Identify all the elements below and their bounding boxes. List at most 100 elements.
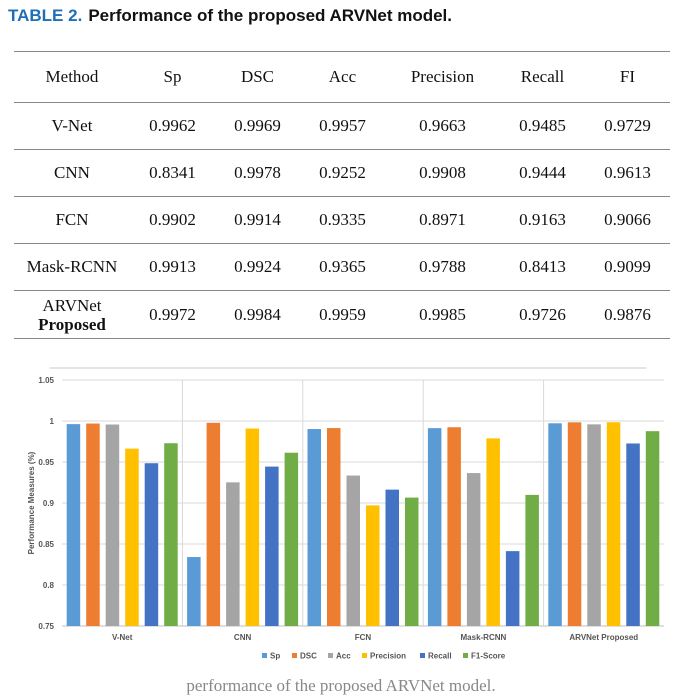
value-cell: 0.9969 (234, 116, 281, 135)
bar-acc (226, 482, 240, 626)
bar-precision (366, 505, 380, 626)
bar-dsc (567, 422, 582, 626)
table-row: Mask-RCNN 0.9913 0.9924 0.9365 0.9788 0.… (14, 244, 670, 291)
method-cell: CNN (54, 163, 90, 182)
performance-table: Method Sp DSC Acc Precision Recall FI V-… (14, 51, 670, 339)
bar-chart-svg: 0.75 0.8 0.85 0.9 0.95 1 1.05 V-Net CNN FCN Mask-R… (27, 367, 664, 661)
method-cell: V-Net (51, 116, 93, 135)
value-cell: 0.8341 (149, 163, 196, 182)
header-acc: Acc (328, 67, 357, 86)
method-cell: FCN (55, 210, 89, 229)
bar-recall (265, 466, 279, 626)
value-cell: 0.9972 (149, 304, 196, 324)
table-row: ARVNet Proposed 0.9972 0.9984 0.9959 0.9… (14, 291, 670, 339)
value-cell: 0.9788 (419, 257, 466, 276)
value-cell: 0.9726 (519, 304, 566, 324)
x-tick-label: Mask-RCNN (461, 633, 507, 642)
value-cell: 0.9957 (319, 116, 366, 135)
bar-f1-score (645, 431, 660, 626)
method-cell: Mask-RCNN (26, 257, 118, 276)
table-caption: TABLE 2. Performance of the proposed ARVN… (8, 6, 452, 26)
table-label: TABLE 2. (8, 6, 83, 25)
method-cell: ARVNet Proposed (14, 291, 130, 339)
header-precision: Precision (410, 67, 475, 86)
y-tick-label: 0.75 (38, 622, 54, 631)
table-row: FCN 0.9902 0.9914 0.9335 0.8971 0.9163 0… (14, 197, 670, 244)
legend-swatch-dsc (292, 653, 297, 658)
legend-swatch-recall (420, 653, 425, 658)
value-cell: 0.9914 (234, 210, 281, 229)
x-tick-label: CNN (234, 633, 252, 642)
bar-f1-score (164, 443, 178, 626)
value-cell: 0.9985 (419, 304, 466, 324)
table-row: CNN 0.8341 0.9978 0.9252 0.9908 0.9444 0… (14, 150, 670, 197)
legend-label-acc: Acc (336, 652, 351, 661)
value-cell: 0.9444 (519, 163, 566, 182)
bar-dsc (447, 427, 461, 626)
bar-sp (427, 428, 442, 626)
bar-recall (505, 551, 520, 626)
value-cell: 0.9613 (604, 163, 651, 182)
table-header-row: Method Sp DSC Acc Precision Recall FI (14, 51, 670, 103)
x-tick-label: V-Net (112, 633, 133, 642)
bar-precision (486, 438, 500, 626)
legend-label-sp: Sp (270, 652, 280, 661)
value-cell: 0.9066 (604, 210, 651, 229)
bar-sp (66, 424, 81, 626)
method-name: ARVNet (42, 295, 102, 315)
legend-label-f1-score: F1-Score (471, 652, 506, 661)
y-tick-label: 0.85 (38, 540, 54, 549)
value-cell: 0.9902 (149, 210, 196, 229)
legend-label-dsc: DSC (300, 652, 317, 661)
x-tick-label: ARVNet Proposed (569, 633, 638, 642)
bar-recall (626, 443, 640, 626)
bar-chart: 0.75 0.8 0.85 0.9 0.95 1 1.05 V-Net CNN FCN Mask-R… (0, 360, 682, 670)
value-cell: 0.9335 (319, 210, 366, 229)
value-cell: 0.9913 (149, 257, 196, 276)
bar-precision (125, 448, 139, 626)
y-tick-label: 0.9 (43, 499, 55, 508)
x-tick-label: FCN (355, 633, 372, 642)
bar-recall (144, 463, 159, 626)
bar-precision (606, 422, 621, 626)
value-cell: 0.8971 (419, 210, 466, 229)
header-method: Method (45, 67, 99, 86)
value-cell: 0.8413 (519, 257, 566, 276)
bar-acc (587, 424, 601, 626)
bar-dsc (86, 423, 100, 626)
y-tick-label: 1 (50, 417, 55, 426)
y-tick-label: 0.8 (43, 581, 55, 590)
value-cell: 0.9663 (419, 116, 466, 135)
header-dsc: DSC (240, 67, 275, 86)
bar-dsc (327, 428, 341, 626)
y-axis-label: Performance Measures (%) (27, 451, 36, 554)
bar-f1-score (284, 452, 299, 626)
table-row: V-Net 0.9962 0.9969 0.9957 0.9663 0.9485… (14, 103, 670, 150)
value-cell: 0.9959 (319, 304, 366, 324)
value-cell: 0.9365 (319, 257, 366, 276)
method-subtitle: Proposed (38, 314, 106, 334)
table-title: Performance of the proposed ARVNet model… (88, 6, 452, 25)
value-cell: 0.9252 (319, 163, 366, 182)
bar-recall (385, 489, 399, 626)
value-cell: 0.9984 (234, 304, 281, 324)
header-recall: Recall (520, 67, 565, 86)
value-cell: 0.9962 (149, 116, 196, 135)
header-fi: FI (619, 67, 636, 86)
bar-dsc (206, 422, 221, 626)
value-cell: 0.9099 (604, 257, 651, 276)
value-cell: 0.9876 (604, 304, 651, 324)
bar-acc (466, 473, 481, 626)
value-cell: 0.9908 (419, 163, 466, 182)
header-sp: Sp (163, 67, 182, 86)
bar-f1-score (405, 497, 419, 626)
value-cell: 0.9163 (519, 210, 566, 229)
bar-f1-score (525, 494, 539, 626)
bar-precision (245, 428, 260, 626)
legend-swatch-acc (328, 653, 333, 658)
value-cell: 0.9924 (234, 257, 281, 276)
value-cell: 0.9485 (519, 116, 566, 135)
legend-swatch-precision (362, 653, 367, 658)
legend-swatch-f1-score (463, 653, 468, 658)
legend-label-recall: Recall (428, 652, 452, 661)
